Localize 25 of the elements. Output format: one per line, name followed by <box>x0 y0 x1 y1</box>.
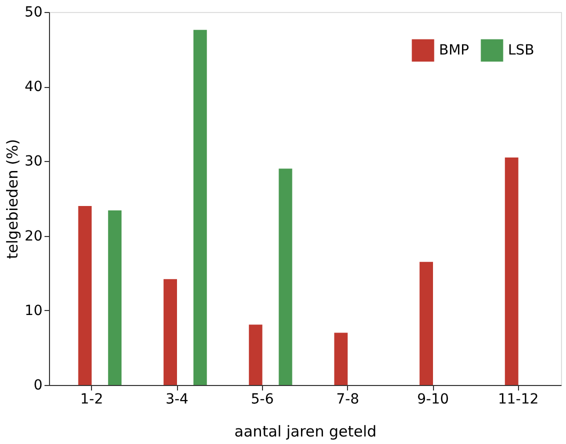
x-axis-title: aantal jaren geteld <box>234 422 377 440</box>
bar <box>193 30 207 385</box>
bar <box>420 262 433 385</box>
y-tick-label: 10 <box>24 302 42 319</box>
bar <box>504 157 518 385</box>
bar <box>278 168 292 385</box>
x-tick-label: 5-6 <box>250 392 274 408</box>
x-tick-label: 3-4 <box>166 392 189 408</box>
y-tick-label: 30 <box>24 154 42 170</box>
bar <box>248 324 262 385</box>
bar <box>108 210 122 385</box>
x-tick-label: 1-2 <box>80 392 104 408</box>
y-tick-label: 20 <box>24 228 42 244</box>
y-tick-label: 0 <box>34 378 42 394</box>
bar <box>164 279 177 385</box>
y-tick-label: 50 <box>24 4 42 20</box>
legend-label: LSB <box>508 42 534 58</box>
legend-label: BMP <box>439 42 470 58</box>
bar <box>78 206 92 385</box>
y-axis-title: telgebieden (%) <box>4 139 22 259</box>
x-tick-label: 7-8 <box>336 392 360 408</box>
x-tick-label: 9-10 <box>417 392 449 408</box>
y-tick-label: 40 <box>24 79 42 96</box>
bar <box>334 332 348 385</box>
x-tick-label: 11-12 <box>498 392 539 408</box>
